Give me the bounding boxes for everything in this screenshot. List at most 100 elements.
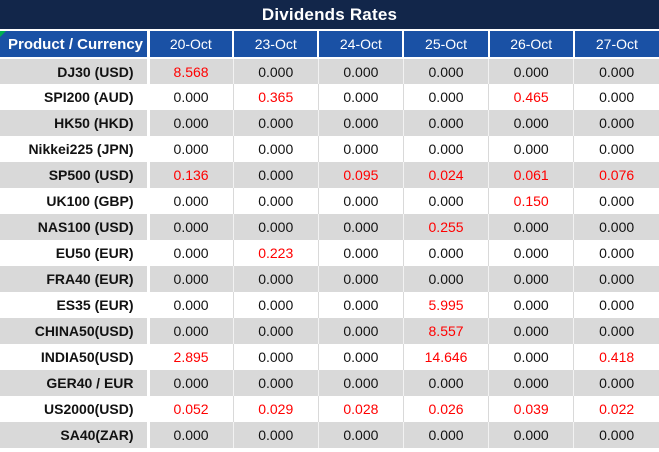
value-cell[interactable]: 0.000 (233, 136, 319, 162)
value-cell[interactable]: 0.000 (148, 266, 234, 292)
value-cell[interactable]: 0.000 (318, 240, 404, 266)
value-cell[interactable]: 14.646 (403, 344, 490, 370)
value-cell[interactable]: 0.000 (573, 370, 659, 396)
value-cell[interactable]: 0.000 (573, 266, 659, 292)
value-cell[interactable]: 0.000 (148, 370, 234, 396)
value-cell[interactable]: 0.000 (233, 110, 319, 136)
value-cell[interactable]: 0.000 (148, 214, 234, 240)
value-cell[interactable]: 2.895 (148, 344, 234, 370)
value-cell[interactable]: 0.000 (488, 292, 575, 318)
value-cell[interactable]: 0.000 (403, 188, 490, 214)
value-cell[interactable]: 0.000 (488, 136, 575, 162)
value-cell[interactable]: 0.000 (233, 162, 319, 188)
value-cell[interactable]: 0.000 (318, 266, 404, 292)
value-cell[interactable]: 0.000 (318, 422, 404, 448)
value-cell[interactable]: 0.039 (488, 396, 575, 422)
value-cell[interactable]: 0.022 (573, 396, 659, 422)
value-cell[interactable]: 0.365 (233, 84, 319, 110)
value-cell[interactable]: 0.136 (148, 162, 234, 188)
value-cell[interactable]: 0.000 (233, 58, 319, 84)
value-cell[interactable]: 0.000 (233, 292, 319, 318)
value-cell[interactable]: 0.000 (403, 266, 490, 292)
value-cell[interactable]: 0.026 (403, 396, 490, 422)
value-cell[interactable]: 0.000 (573, 188, 659, 214)
value-cell[interactable]: 0.223 (233, 240, 319, 266)
product-cell[interactable]: SP500 (USD) (0, 162, 150, 188)
date-column-header[interactable]: 27-Oct (573, 31, 659, 59)
value-cell[interactable]: 0.000 (318, 136, 404, 162)
value-cell[interactable]: 0.000 (318, 370, 404, 396)
value-cell[interactable]: 0.061 (488, 162, 575, 188)
value-cell[interactable]: 0.000 (403, 422, 490, 448)
product-cell[interactable]: GER40 / EUR (0, 370, 150, 396)
value-cell[interactable]: 0.255 (403, 214, 490, 240)
value-cell[interactable]: 0.000 (488, 344, 575, 370)
value-cell[interactable]: 0.000 (233, 344, 319, 370)
date-column-header[interactable]: 24-Oct (318, 31, 405, 59)
value-cell[interactable]: 0.000 (573, 318, 659, 344)
value-cell[interactable]: 0.000 (573, 110, 659, 136)
value-cell[interactable]: 0.000 (318, 292, 404, 318)
product-cell[interactable]: CHINA50(USD) (0, 318, 150, 344)
product-cell[interactable]: INDIA50(USD) (0, 344, 150, 370)
value-cell[interactable]: 0.000 (573, 58, 659, 84)
value-cell[interactable]: 0.000 (573, 214, 659, 240)
product-cell[interactable]: SPI200 (AUD) (0, 84, 150, 110)
value-cell[interactable]: 0.000 (488, 422, 575, 448)
value-cell[interactable]: 0.000 (233, 266, 319, 292)
date-column-header[interactable]: 26-Oct (488, 31, 575, 59)
value-cell[interactable]: 0.000 (318, 214, 404, 240)
value-cell[interactable]: 0.024 (403, 162, 490, 188)
value-cell[interactable]: 0.000 (148, 136, 234, 162)
value-cell[interactable]: 0.000 (318, 344, 404, 370)
value-cell[interactable]: 0.000 (403, 136, 490, 162)
value-cell[interactable]: 0.000 (148, 84, 234, 110)
value-cell[interactable]: 0.000 (488, 240, 575, 266)
product-cell[interactable]: ES35 (EUR) (0, 292, 150, 318)
value-cell[interactable]: 0.000 (403, 58, 490, 84)
value-cell[interactable]: 0.000 (488, 214, 575, 240)
value-cell[interactable]: 0.000 (488, 58, 575, 84)
value-cell[interactable]: 0.000 (403, 370, 490, 396)
value-cell[interactable]: 0.000 (318, 188, 404, 214)
value-cell[interactable]: 0.000 (148, 292, 234, 318)
date-column-header[interactable]: 23-Oct (233, 31, 320, 59)
product-cell[interactable]: HK50 (HKD) (0, 110, 150, 136)
value-cell[interactable]: 0.000 (148, 422, 234, 448)
value-cell[interactable]: 0.000 (233, 370, 319, 396)
value-cell[interactable]: 5.995 (403, 292, 490, 318)
value-cell[interactable]: 0.029 (233, 396, 319, 422)
value-cell[interactable]: 0.000 (403, 240, 490, 266)
product-cell[interactable]: Nikkei225 (JPN) (0, 136, 150, 162)
date-column-header[interactable]: 25-Oct (403, 31, 490, 59)
product-cell[interactable]: FRA40 (EUR) (0, 266, 150, 292)
value-cell[interactable]: 0.000 (148, 318, 234, 344)
product-cell[interactable]: EU50 (EUR) (0, 240, 150, 266)
value-cell[interactable]: 0.000 (573, 84, 659, 110)
value-cell[interactable]: 0.000 (233, 214, 319, 240)
value-cell[interactable]: 0.000 (488, 110, 575, 136)
value-cell[interactable]: 0.000 (573, 240, 659, 266)
product-cell[interactable]: DJ30 (USD) (0, 58, 150, 84)
value-cell[interactable]: 0.000 (148, 240, 234, 266)
value-cell[interactable]: 0.000 (573, 292, 659, 318)
value-cell[interactable]: 0.000 (233, 422, 319, 448)
value-cell[interactable]: 0.418 (573, 344, 659, 370)
value-cell[interactable]: 0.000 (403, 84, 490, 110)
value-cell[interactable]: 0.028 (318, 396, 404, 422)
value-cell[interactable]: 8.568 (148, 58, 234, 84)
value-cell[interactable]: 0.076 (573, 162, 659, 188)
value-cell[interactable]: 0.000 (233, 188, 319, 214)
product-cell[interactable]: US2000(USD) (0, 396, 150, 422)
value-cell[interactable]: 0.000 (148, 110, 234, 136)
value-cell[interactable]: 0.000 (488, 370, 575, 396)
value-cell[interactable]: 0.000 (318, 318, 404, 344)
product-currency-header[interactable]: Product / Currency (0, 31, 150, 59)
value-cell[interactable]: 0.000 (403, 110, 490, 136)
value-cell[interactable]: 0.150 (488, 188, 575, 214)
value-cell[interactable]: 0.000 (318, 84, 404, 110)
value-cell[interactable]: 0.000 (573, 422, 659, 448)
value-cell[interactable]: 0.465 (488, 84, 575, 110)
product-cell[interactable]: UK100 (GBP) (0, 188, 150, 214)
date-column-header[interactable]: 20-Oct (148, 31, 235, 59)
